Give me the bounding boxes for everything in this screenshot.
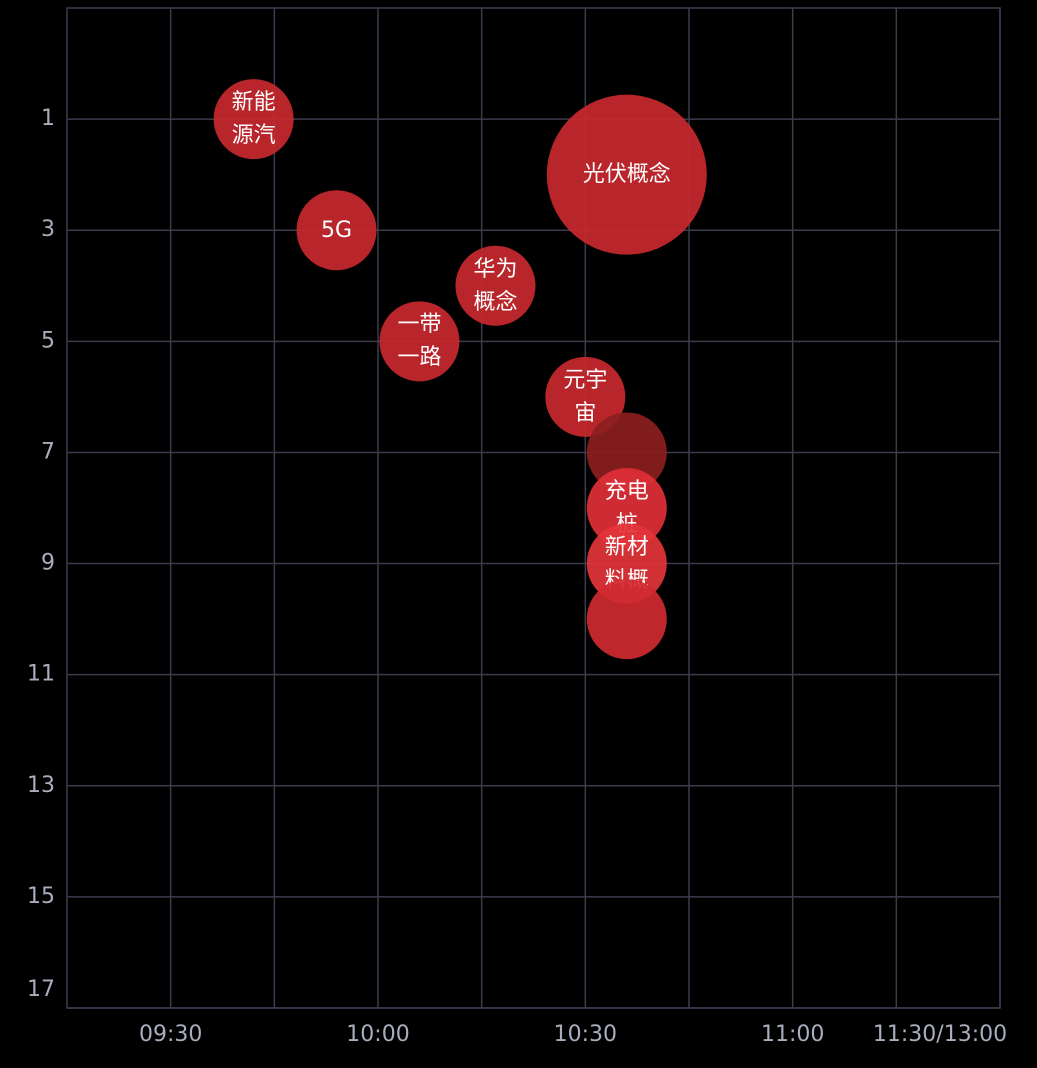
bubble-label-box: 元宇宙 xyxy=(563,367,608,426)
plot-area xyxy=(66,7,1001,1009)
bubble xyxy=(379,301,460,382)
bubble-label: 元宇宙 xyxy=(563,367,608,426)
bubble xyxy=(586,579,667,660)
y-tick-label: 15 xyxy=(27,884,55,909)
bubble xyxy=(586,412,667,493)
bubble-label: 一带一路 xyxy=(397,312,442,371)
x-tick-label: 09:30 xyxy=(139,1022,202,1047)
y-tick-label: 11 xyxy=(27,662,55,687)
bubble xyxy=(586,468,667,548)
y-tick-label: 13 xyxy=(27,773,55,798)
bubble-label-box: 一带一路 xyxy=(397,312,442,371)
x-tick-label: 10:30 xyxy=(554,1022,617,1047)
x-tick-label: 11:30/13:00 xyxy=(873,1022,1007,1047)
y-tick-label: 17 xyxy=(27,977,55,1002)
bubble-label: 华为概念 xyxy=(473,256,518,315)
bubble-label-box: 5G xyxy=(321,217,353,243)
bubble xyxy=(296,190,377,271)
bubble xyxy=(586,523,667,604)
bubble xyxy=(546,94,707,255)
bubble-label-box: 新能源汽 xyxy=(231,90,276,149)
bubble-label-box: 华为概念 xyxy=(473,256,518,315)
bubble-label-box: 光伏概念 xyxy=(582,162,671,188)
bubble xyxy=(545,356,626,437)
x-tick-label: 10:00 xyxy=(346,1022,409,1047)
bubble-label: 光伏概念 xyxy=(582,162,671,188)
y-tick-label: 5 xyxy=(41,328,55,353)
y-tick-label: 7 xyxy=(41,439,55,464)
bubble-label: 5G xyxy=(321,217,353,243)
x-tick-label: 11:00 xyxy=(761,1022,824,1047)
y-tick-label: 1 xyxy=(41,106,55,131)
y-tick-label: 9 xyxy=(41,551,55,576)
bubble-label: 新能源汽 xyxy=(231,90,276,149)
bubble xyxy=(213,79,294,160)
y-tick-label: 3 xyxy=(41,217,55,242)
bubble xyxy=(455,245,536,326)
